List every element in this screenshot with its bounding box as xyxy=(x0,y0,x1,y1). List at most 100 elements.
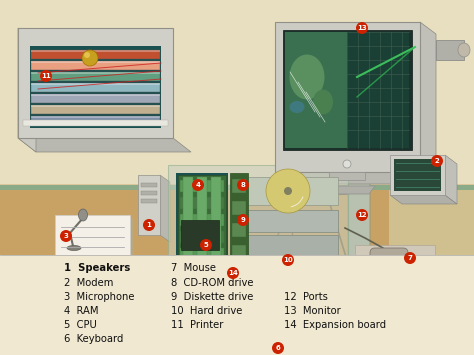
Bar xyxy=(180,231,224,243)
Bar xyxy=(141,183,157,187)
Circle shape xyxy=(82,50,98,66)
Text: 6: 6 xyxy=(275,345,281,351)
Bar xyxy=(31,105,160,114)
Bar xyxy=(286,329,297,337)
Text: 8  CD-ROM drive: 8 CD-ROM drive xyxy=(171,278,253,288)
Polygon shape xyxy=(445,155,457,204)
Bar xyxy=(210,296,222,304)
Text: 1: 1 xyxy=(146,222,151,228)
Bar xyxy=(283,30,412,150)
Bar xyxy=(241,307,252,315)
Polygon shape xyxy=(420,22,436,184)
Circle shape xyxy=(282,254,294,266)
Bar xyxy=(184,329,195,337)
Bar xyxy=(198,307,209,315)
Bar xyxy=(303,329,314,337)
Bar xyxy=(197,177,207,268)
Bar xyxy=(390,155,445,195)
Bar xyxy=(232,245,246,259)
Text: 8: 8 xyxy=(241,182,246,188)
Circle shape xyxy=(60,230,72,242)
Text: 2: 2 xyxy=(435,158,439,164)
Bar xyxy=(357,307,368,315)
Bar xyxy=(309,318,320,326)
Bar xyxy=(233,210,338,232)
Bar xyxy=(304,296,316,304)
Circle shape xyxy=(227,267,239,279)
Bar xyxy=(31,105,160,107)
Bar xyxy=(285,32,347,148)
Bar xyxy=(270,307,281,315)
Bar xyxy=(337,329,348,337)
Bar xyxy=(215,318,226,326)
Text: 11: 11 xyxy=(41,73,51,79)
Circle shape xyxy=(343,160,351,168)
Polygon shape xyxy=(0,185,474,277)
Bar xyxy=(176,173,228,272)
Bar xyxy=(18,28,173,138)
Text: 1  Speakers: 1 Speakers xyxy=(64,263,130,273)
Ellipse shape xyxy=(67,246,81,251)
Bar xyxy=(231,318,242,326)
Bar xyxy=(233,235,338,257)
Circle shape xyxy=(284,187,292,195)
Bar xyxy=(237,296,249,304)
Bar xyxy=(314,307,325,315)
Bar xyxy=(183,177,193,268)
Polygon shape xyxy=(18,28,36,152)
Ellipse shape xyxy=(290,55,325,99)
Polygon shape xyxy=(0,185,474,190)
Bar xyxy=(252,329,263,337)
Bar xyxy=(31,61,160,63)
Bar xyxy=(31,116,160,125)
Bar xyxy=(230,173,248,272)
Bar xyxy=(141,199,157,203)
Text: 9  Diskette drive: 9 Diskette drive xyxy=(171,292,253,302)
Polygon shape xyxy=(168,280,370,297)
Circle shape xyxy=(40,70,52,82)
Bar xyxy=(293,318,304,326)
Text: 4: 4 xyxy=(195,182,201,188)
Bar xyxy=(262,318,273,326)
Circle shape xyxy=(385,262,393,270)
Ellipse shape xyxy=(79,209,88,221)
Bar xyxy=(354,329,365,337)
Bar xyxy=(227,307,238,315)
Polygon shape xyxy=(389,185,474,277)
Bar xyxy=(347,32,409,148)
Circle shape xyxy=(356,22,368,34)
Bar xyxy=(436,40,464,60)
Bar xyxy=(320,329,331,337)
Bar xyxy=(331,296,343,304)
Bar xyxy=(394,159,441,191)
Bar xyxy=(235,329,246,337)
Bar xyxy=(180,248,224,260)
Bar xyxy=(211,177,221,268)
Text: 7  Mouse: 7 Mouse xyxy=(171,263,216,273)
Bar xyxy=(31,116,160,118)
Text: 6  Keyboard: 6 Keyboard xyxy=(64,334,123,344)
Bar xyxy=(138,175,160,235)
Bar xyxy=(212,307,223,315)
Bar xyxy=(285,307,296,315)
Bar xyxy=(256,307,267,315)
Bar xyxy=(184,296,196,304)
Polygon shape xyxy=(0,256,379,295)
Polygon shape xyxy=(390,195,457,204)
Bar xyxy=(180,180,224,192)
Bar xyxy=(0,0,474,213)
Text: 14  Expansion board: 14 Expansion board xyxy=(284,320,386,330)
Text: 10: 10 xyxy=(283,257,293,263)
Polygon shape xyxy=(18,138,191,152)
Bar xyxy=(178,290,378,340)
Bar xyxy=(23,120,168,126)
Bar xyxy=(246,318,257,326)
Bar xyxy=(0,255,474,355)
Bar xyxy=(199,318,210,326)
Text: 12  Ports: 12 Ports xyxy=(284,292,328,302)
Polygon shape xyxy=(348,165,370,297)
Bar xyxy=(168,165,348,280)
Bar xyxy=(340,318,351,326)
Text: 13  Monitor: 13 Monitor xyxy=(284,306,341,316)
Text: 3  Microphone: 3 Microphone xyxy=(64,292,135,302)
